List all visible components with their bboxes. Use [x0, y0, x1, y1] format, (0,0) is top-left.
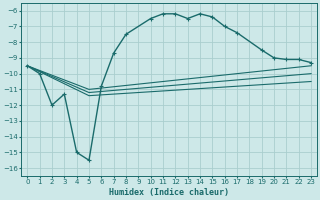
X-axis label: Humidex (Indice chaleur): Humidex (Indice chaleur)	[109, 188, 229, 197]
